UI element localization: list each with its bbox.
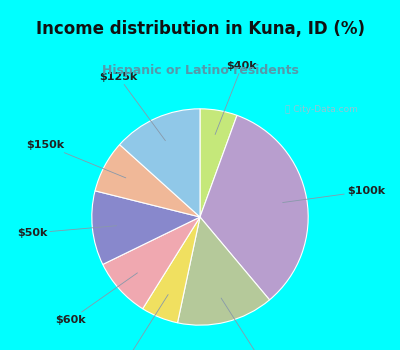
Wedge shape <box>92 191 200 264</box>
Wedge shape <box>200 116 308 300</box>
Text: Hispanic or Latino residents: Hispanic or Latino residents <box>102 64 298 77</box>
Text: ⓘ City-Data.com: ⓘ City-Data.com <box>285 105 358 114</box>
Text: $60k: $60k <box>55 273 138 325</box>
Wedge shape <box>95 145 200 217</box>
Wedge shape <box>178 217 270 325</box>
Text: $40k: $40k <box>215 61 257 134</box>
Text: $125k: $125k <box>99 72 165 141</box>
Wedge shape <box>120 109 200 217</box>
Text: $50k: $50k <box>17 226 116 238</box>
Wedge shape <box>143 217 200 323</box>
Text: Income distribution in Kuna, ID (%): Income distribution in Kuna, ID (%) <box>36 20 364 38</box>
Text: $75k: $75k <box>112 295 168 350</box>
Text: $150k: $150k <box>26 140 126 178</box>
Wedge shape <box>103 217 200 309</box>
Text: > $200k: > $200k <box>221 298 287 350</box>
Text: $100k: $100k <box>283 186 385 203</box>
Wedge shape <box>200 109 237 217</box>
